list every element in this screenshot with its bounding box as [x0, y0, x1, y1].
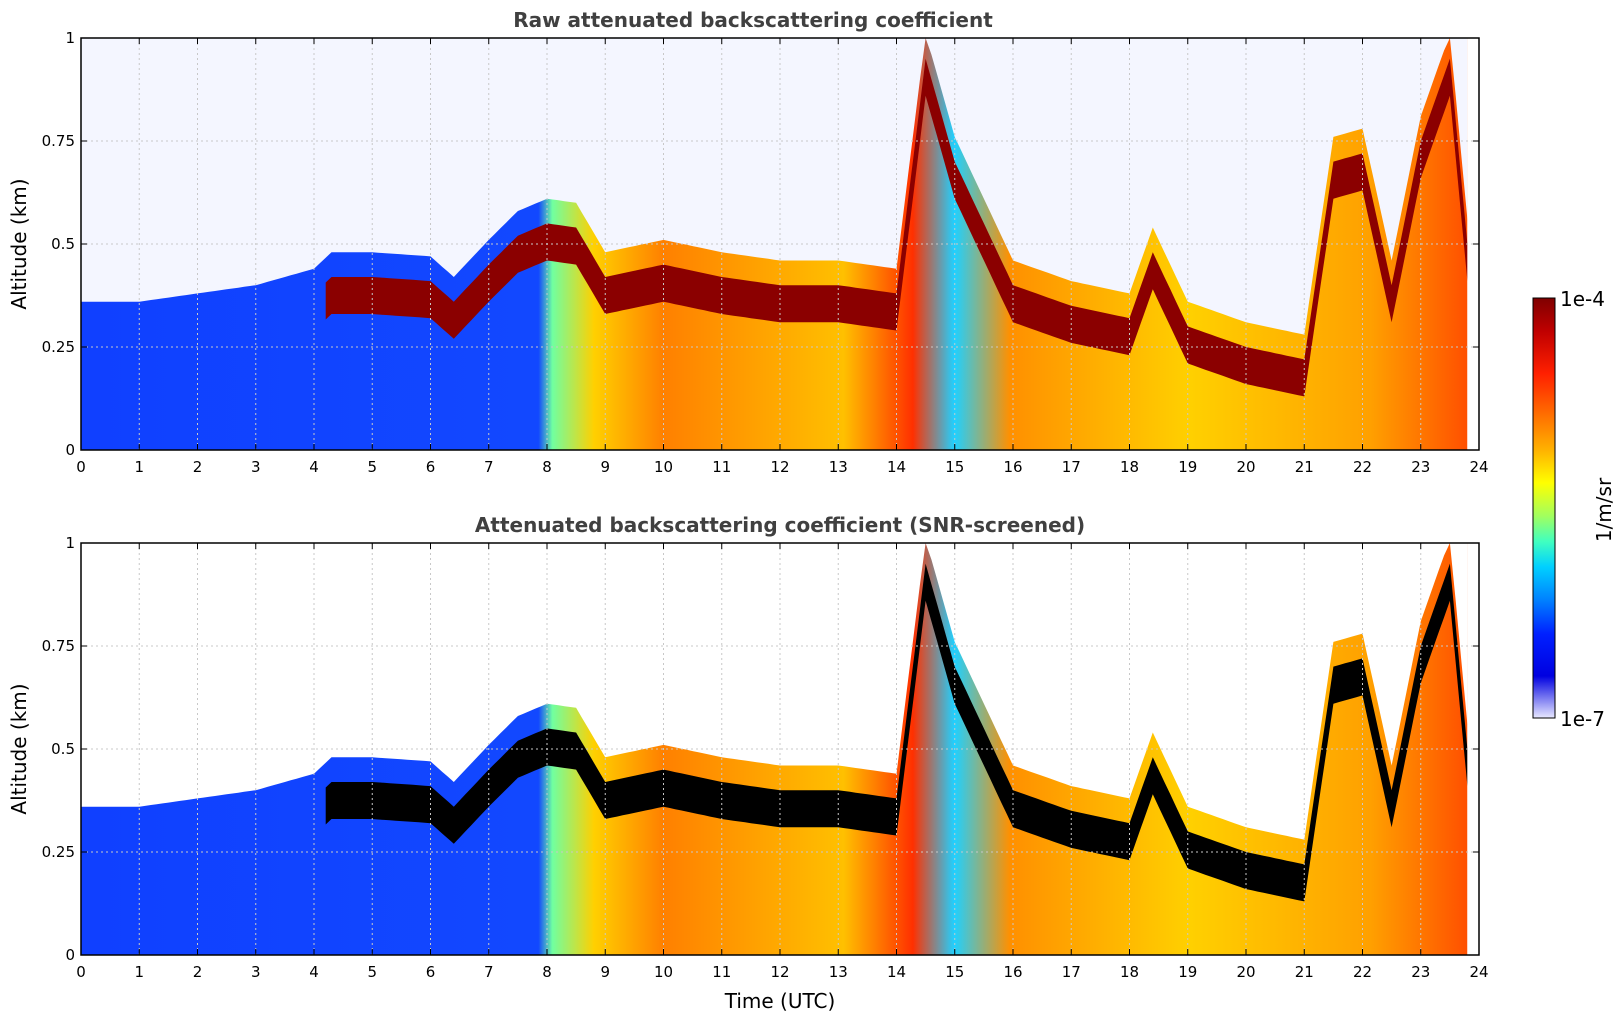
x-tick-label: 14	[887, 963, 906, 981]
panel-raw-y-ticks: 0 0.25 0.5 0.75 1	[42, 29, 1479, 459]
x-tick-label: 11	[712, 458, 731, 476]
x-tick-label: 9	[600, 458, 610, 476]
x-tick-label: 14	[887, 458, 906, 476]
x-tick-label: 6	[426, 963, 436, 981]
x-tick-label: 2	[193, 963, 203, 981]
x-tick-label: 12	[770, 458, 789, 476]
panel-raw-grid	[81, 38, 1479, 450]
x-tick-label: 24	[1469, 963, 1488, 981]
x-tick-label: 24	[1469, 458, 1488, 476]
x-tick-label: 19	[1178, 963, 1197, 981]
y-tick-label: 0.75	[42, 637, 75, 655]
x-tick-label: 16	[1003, 458, 1022, 476]
x-tick-label: 15	[945, 963, 964, 981]
x-tick-label: 12	[770, 963, 789, 981]
y-tick-label: 0	[65, 441, 75, 459]
x-tick-label: 18	[1120, 963, 1139, 981]
panel-screened-grid	[81, 543, 1479, 955]
x-tick-label: 4	[309, 458, 319, 476]
colorbar-label: 1/m/sr	[1592, 477, 1616, 542]
x-tick-label: 0	[76, 458, 86, 476]
x-tick-label: 9	[600, 963, 610, 981]
y-tick-label: 1	[65, 29, 75, 47]
heatmap-clear-air	[81, 38, 1468, 335]
colorbar: 1e-4 1e-7 1/m/sr	[1532, 287, 1616, 731]
panel-screened-xlabel: Time (UTC)	[724, 989, 836, 1013]
x-tick-label: 6	[426, 458, 436, 476]
x-tick-label: 0	[76, 963, 86, 981]
x-tick-label: 8	[542, 963, 552, 981]
heatmap-clear-air	[81, 543, 1468, 840]
y-tick-label: 0	[65, 946, 75, 964]
panel-screened-title: Attenuated backscattering coefficient (S…	[475, 513, 1085, 537]
panel-raw-title: Raw attenuated backscattering coefficien…	[513, 8, 993, 32]
x-tick-label: 22	[1353, 963, 1372, 981]
x-tick-label: 3	[251, 458, 261, 476]
y-tick-label: 0.25	[42, 338, 75, 356]
x-tick-label: 11	[712, 963, 731, 981]
x-tick-label: 17	[1062, 458, 1081, 476]
y-tick-label: 0.5	[51, 740, 75, 758]
panel-raw-x-ticks: 0 1 2 3 4 5 6 7 8 9 10 11 12 13 14 15 16 17 18 19 20 21 22 23 24	[76, 38, 1489, 476]
x-tick-label: 19	[1178, 458, 1197, 476]
x-tick-label: 16	[1003, 963, 1022, 981]
x-tick-label: 8	[542, 458, 552, 476]
x-tick-label: 7	[484, 458, 494, 476]
x-tick-label: 20	[1236, 458, 1255, 476]
panel-screened-y-ticks: 0 0.25 0.5 0.75 1	[42, 534, 1479, 964]
panel-raw: Raw attenuated backscattering coefficien…	[7, 8, 1489, 476]
x-tick-label: 10	[654, 458, 673, 476]
y-tick-label: 0.75	[42, 132, 75, 150]
x-tick-label: 1	[134, 458, 144, 476]
x-tick-label: 13	[829, 963, 848, 981]
x-tick-label: 17	[1062, 963, 1081, 981]
x-tick-label: 13	[829, 458, 848, 476]
y-tick-label: 0.5	[51, 235, 75, 253]
x-tick-label: 15	[945, 458, 964, 476]
y-tick-label: 0.25	[42, 843, 75, 861]
x-tick-label: 5	[367, 458, 377, 476]
x-tick-label: 1	[134, 963, 144, 981]
colorbar-gradient	[1532, 297, 1556, 719]
x-tick-label: 20	[1236, 963, 1255, 981]
heatmap-aerosol-layer	[325, 563, 1468, 902]
x-tick-label: 23	[1411, 458, 1430, 476]
colorbar-min-label: 1e-7	[1560, 707, 1605, 731]
x-tick-label: 3	[251, 963, 261, 981]
panel-raw-ylabel: Altitude (km)	[7, 178, 31, 309]
x-tick-label: 2	[193, 458, 203, 476]
x-tick-label: 22	[1353, 458, 1372, 476]
heatmap-aerosol-layer	[325, 58, 1468, 397]
colorbar-max-label: 1e-4	[1560, 287, 1605, 311]
y-tick-label: 1	[65, 534, 75, 552]
x-tick-label: 10	[654, 963, 673, 981]
x-tick-label: 5	[367, 963, 377, 981]
panel-screened-x-ticks: 0 1 2 3 4 5 6 7 8 9 10 11 12 13 14 15 16 17 18 19 20 21 22 23 24	[76, 543, 1489, 981]
x-tick-label: 21	[1295, 458, 1314, 476]
panel-screened-ylabel: Altitude (km)	[7, 683, 31, 814]
x-tick-label: 7	[484, 963, 494, 981]
x-tick-label: 21	[1295, 963, 1314, 981]
panel-screened: Attenuated backscattering coefficient (S…	[7, 513, 1489, 1013]
x-tick-label: 4	[309, 963, 319, 981]
x-tick-label: 18	[1120, 458, 1139, 476]
x-tick-label: 23	[1411, 963, 1430, 981]
